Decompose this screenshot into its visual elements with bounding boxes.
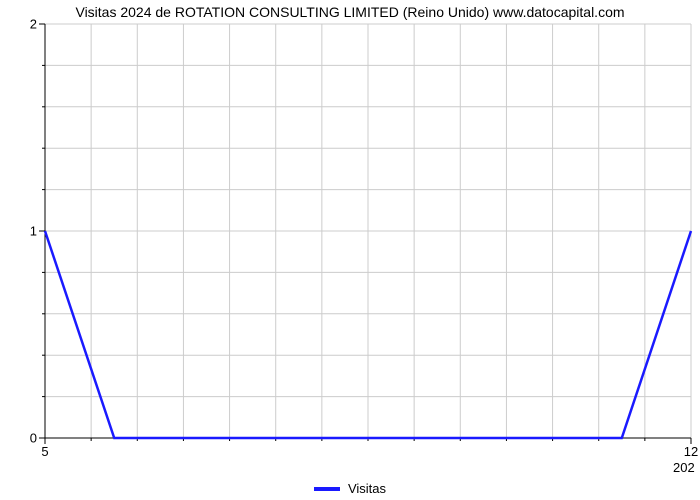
plot-area bbox=[45, 24, 691, 438]
x-sub-label-right: 202 bbox=[673, 460, 695, 475]
y-tick-label: 1 bbox=[7, 224, 37, 239]
legend: Visitas bbox=[0, 481, 700, 496]
legend-label: Visitas bbox=[348, 481, 386, 496]
y-tick-label: 0 bbox=[7, 431, 37, 446]
chart-title: Visitas 2024 de ROTATION CONSULTING LIMI… bbox=[0, 4, 700, 20]
legend-swatch bbox=[314, 487, 340, 491]
y-tick-label: 2 bbox=[7, 17, 37, 32]
x-tick-label: 5 bbox=[41, 444, 48, 459]
x-tick-label: 12 bbox=[684, 444, 698, 459]
